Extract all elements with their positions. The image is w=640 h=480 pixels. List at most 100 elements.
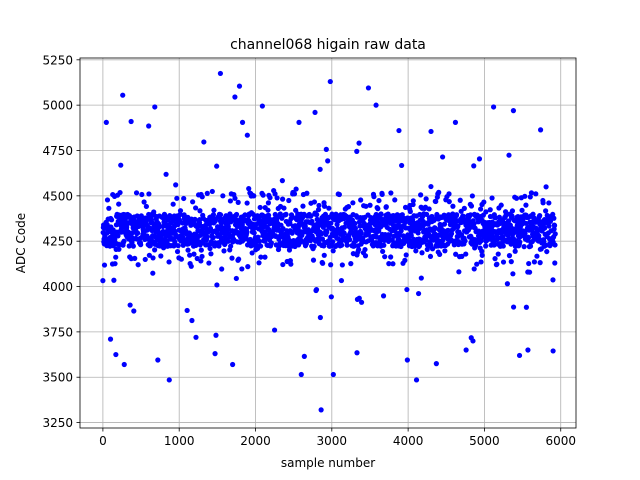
data-point [383,204,389,210]
data-point [498,202,504,208]
data-point [262,254,268,260]
data-point [373,211,379,218]
data-point [251,193,257,199]
data-point [244,132,250,138]
data-point [322,211,329,217]
data-point [104,197,111,203]
data-point [356,140,362,146]
data-point [321,252,327,258]
data-point [287,220,293,227]
data-point [441,221,448,227]
data-point [213,332,219,338]
data-point [227,198,233,204]
y-tick-label: 4750 [42,144,73,158]
data-point [455,223,461,229]
data-point [540,200,546,206]
data-point [423,211,430,217]
data-point [330,248,336,254]
data-point [208,251,214,257]
data-point [378,211,384,217]
data-point [525,235,532,241]
data-point [199,253,205,260]
data-point [130,243,136,249]
data-point [233,211,240,218]
data-point [469,193,475,199]
data-point [506,152,512,158]
data-point [516,352,523,359]
data-point [101,262,108,268]
data-point [489,195,495,201]
data-point [487,213,494,220]
data-point [312,109,318,116]
data-point [512,248,518,254]
data-point [289,230,295,236]
data-point [232,94,238,100]
y-tick-label: 3500 [42,371,73,385]
data-point [310,257,317,263]
data-point [551,222,558,229]
data-point [546,223,552,229]
data-point [474,261,480,267]
data-point [155,357,161,363]
data-point [286,247,293,253]
data-point [117,189,123,196]
data-point [193,205,199,211]
x-tick-label: 3000 [317,434,348,448]
data-point [206,221,213,227]
data-point [478,259,484,265]
x-tick-label: 2000 [240,434,271,448]
data-point [257,204,263,211]
data-point [321,203,328,209]
data-point [358,230,364,236]
data-point [174,195,180,201]
data-point [229,255,235,261]
data-point [369,237,375,244]
data-point [504,281,510,287]
data-point [399,162,405,169]
data-point [318,231,324,237]
data-point [328,294,334,300]
data-point [201,139,207,145]
data-point [286,197,292,204]
data-point [537,127,544,133]
data-point [543,184,549,190]
data-point [415,230,421,236]
data-point [139,191,145,198]
data-point [118,162,124,168]
data-point [358,197,364,203]
data-point [339,242,345,248]
data-point [146,252,152,258]
data-point [446,191,452,197]
data-point [298,371,304,378]
x-tick-label: 0 [99,434,107,448]
data-point [209,188,215,195]
data-point [523,202,529,208]
data-point [283,211,289,217]
data-point [330,239,336,245]
data-point [115,233,121,239]
data-point [308,213,314,219]
data-point [543,242,549,248]
data-point [354,148,360,154]
data-point [481,199,487,205]
data-point [410,198,416,204]
data-point [347,237,353,243]
data-point [166,259,172,265]
x-axis: 0 1000 2000 3000 4000 5000 6000 [99,428,576,448]
data-point [533,191,539,197]
data-point [495,251,501,257]
x-tick-label: 5000 [469,434,500,448]
data-point [198,258,204,264]
data-point [113,351,119,358]
data-point [471,266,477,272]
data-point [194,255,200,262]
y-tick-label: 4500 [42,189,73,203]
data-point [336,191,342,198]
data-point [492,256,498,262]
data-point [116,201,122,207]
data-point [274,195,280,201]
data-point [221,248,227,254]
data-point [494,261,500,267]
data-point [479,252,485,258]
data-point [311,199,318,205]
